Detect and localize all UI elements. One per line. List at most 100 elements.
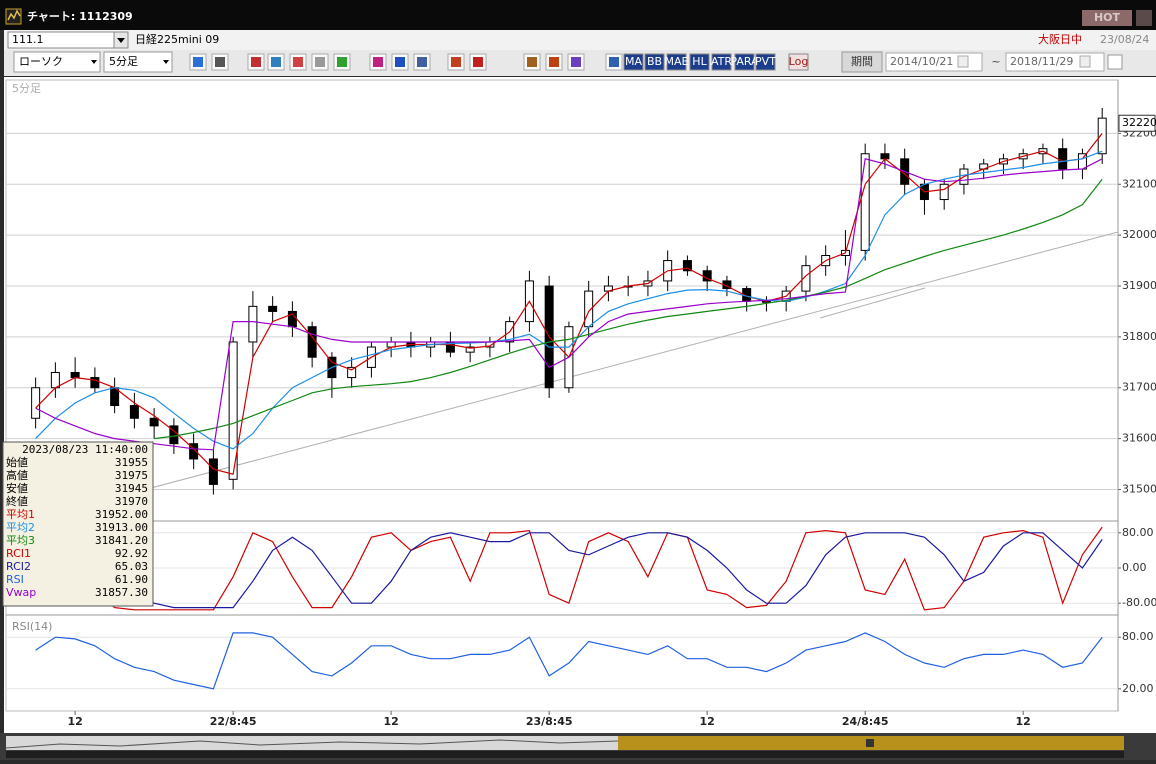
toolbar-icon-glyph[interactable] <box>549 57 559 67</box>
indicator-button[interactable] <box>755 53 776 71</box>
toolbar-icon-glyph[interactable] <box>337 57 347 67</box>
x-tick-label: 12 <box>67 715 82 728</box>
toolbar-icon-glyph[interactable] <box>451 57 461 67</box>
indicator-button[interactable] <box>623 53 644 71</box>
candle-body <box>860 153 870 251</box>
series-line <box>35 526 1103 611</box>
x-tick-label: 12 <box>1016 715 1031 728</box>
info-label: 終値 <box>6 494 28 508</box>
toolbar-icon-glyph[interactable] <box>271 57 281 67</box>
toolbar-icon-glyph[interactable] <box>609 57 619 67</box>
from-date-text[interactable]: 2014/10/21 <box>890 55 953 68</box>
indicator-button-label[interactable]: ATR <box>711 55 732 68</box>
style-text[interactable]: ローソク <box>19 55 63 68</box>
indicator-button-label[interactable]: MA <box>625 55 642 68</box>
toolbar-icons <box>189 53 623 71</box>
info-value: 31955 <box>115 456 148 469</box>
info-value: 61.90 <box>115 573 148 586</box>
checkbox[interactable] <box>1107 54 1123 70</box>
panel-label: 5分足 <box>12 82 41 95</box>
info-label: 始値 <box>6 455 28 469</box>
indicator-button-label[interactable]: HL <box>692 55 707 68</box>
indicator-button-label[interactable]: BB <box>647 55 662 68</box>
indicator-button-label[interactable]: MAE <box>665 55 689 68</box>
toolbar-icon-glyph[interactable] <box>373 57 383 67</box>
info-label: 安値 <box>6 481 28 495</box>
indicator-button[interactable] <box>788 53 809 71</box>
indicator-button-label[interactable]: PVT <box>755 55 776 68</box>
code-text[interactable]: 111.1 <box>12 33 44 46</box>
toolbar-icon-glyph[interactable] <box>293 57 303 67</box>
toolbar-icon-glyph[interactable] <box>315 57 325 67</box>
candle-body <box>682 260 692 272</box>
app-icon-glyph <box>7 9 21 21</box>
calendar-icon[interactable] <box>957 55 969 68</box>
toolbar-icon-glyph[interactable] <box>215 57 225 67</box>
candle-body <box>1058 148 1068 170</box>
y-tick-label: 32100 <box>1122 177 1156 190</box>
style-select[interactable] <box>13 51 101 73</box>
scrollbar[interactable] <box>6 751 1124 758</box>
y-tick-label: 20.00 <box>1122 682 1154 695</box>
info-value: 31913.00 <box>95 521 148 534</box>
toolbar-icon-glyph[interactable] <box>395 57 405 67</box>
series-line <box>35 532 1103 609</box>
y-tick-label: -80.00 <box>1122 596 1156 609</box>
to-date-text[interactable]: 2018/11/29 <box>1010 55 1073 68</box>
period-button[interactable] <box>841 51 883 73</box>
info-box: 2023/08/23 11:40:00 始値 31955 高値 31975 安値 3194… <box>2 441 154 607</box>
period-label[interactable]: 期間 <box>851 55 873 68</box>
series-line <box>35 632 1103 690</box>
candle-body <box>149 417 159 427</box>
navigator-grip[interactable] <box>866 739 874 747</box>
close-button[interactable] <box>1136 10 1152 26</box>
window-title: チャート: 1112309 <box>27 10 133 23</box>
header-row <box>4 30 1156 50</box>
indicator-button[interactable] <box>711 53 732 71</box>
info-label: 平均3 <box>6 534 35 547</box>
indicator-button[interactable] <box>689 53 710 71</box>
indicator-button[interactable] <box>644 53 665 71</box>
plot: 32220 <box>31 107 1156 690</box>
candle-body <box>465 346 475 353</box>
indicator-button[interactable] <box>666 53 687 71</box>
info-value: 31857.30 <box>95 586 148 599</box>
toolbar-icon-glyph[interactable] <box>571 57 581 67</box>
last-price-label: 32220 <box>1122 116 1156 129</box>
info-label: RCI2 <box>6 560 31 573</box>
candle-body <box>90 377 100 389</box>
info-label: Vwap <box>6 586 36 599</box>
date-separator: ~ <box>991 55 1000 68</box>
interval-select[interactable] <box>103 51 173 73</box>
toolbar-icon-glyph[interactable] <box>527 57 537 67</box>
y-tick-label: 80.00 <box>1122 526 1154 539</box>
candle-body <box>801 265 811 292</box>
candle-body <box>1097 117 1107 155</box>
calendar-icon[interactable] <box>1079 55 1091 68</box>
info-value: 31952.00 <box>95 508 148 521</box>
indicator-button-label[interactable]: PARA <box>730 55 759 68</box>
toolbar-icon-glyph[interactable] <box>417 57 427 67</box>
y-tick-label: 0.00 <box>1122 561 1147 574</box>
interval-text[interactable]: 5分足 <box>109 55 138 68</box>
title-bar <box>0 0 1156 30</box>
y-tick-label: 31600 <box>1122 432 1156 445</box>
toolbar-icon-glyph[interactable] <box>193 57 203 67</box>
candle-body <box>50 371 60 389</box>
trend-line <box>819 287 926 319</box>
indicator-button[interactable] <box>734 53 755 71</box>
info-label: 平均1 <box>6 508 35 521</box>
info-box-frame <box>2 441 154 607</box>
indicator-button-label[interactable]: Log <box>789 55 809 68</box>
info-label: 平均2 <box>6 521 35 534</box>
x-tick-label: 23/8:45 <box>526 715 573 728</box>
hot-label[interactable]: HOT <box>1094 11 1121 24</box>
info-value: 31970 <box>115 495 148 508</box>
toolbar-icon-glyph[interactable] <box>473 57 483 67</box>
toolbar-icon-glyph[interactable] <box>251 57 261 67</box>
info-label: RSI <box>6 573 24 586</box>
dropdown-arrow <box>163 60 169 64</box>
hot-button[interactable] <box>1082 10 1132 26</box>
info-value: 31841.20 <box>95 534 148 547</box>
info-value: 31975 <box>115 469 148 482</box>
